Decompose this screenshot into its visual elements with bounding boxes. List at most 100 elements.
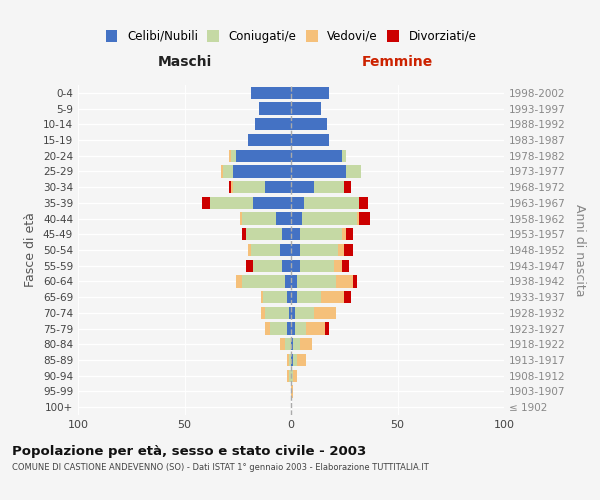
Bar [242, 276, 284, 287]
Bar [287, 354, 289, 366]
Bar [284, 338, 291, 350]
Bar [291, 134, 329, 146]
Bar [248, 244, 251, 256]
Bar [291, 118, 327, 130]
Bar [291, 228, 299, 240]
Bar [284, 276, 291, 287]
Bar [346, 228, 353, 240]
Bar [314, 306, 336, 319]
Bar [325, 322, 329, 334]
Bar [232, 150, 236, 162]
Y-axis label: Anni di nascita: Anni di nascita [574, 204, 586, 296]
Bar [242, 228, 246, 240]
Bar [291, 370, 293, 382]
Text: Popolazione per età, sesso e stato civile - 2003: Popolazione per età, sesso e stato civil… [12, 444, 366, 458]
Bar [359, 196, 368, 209]
Bar [265, 322, 270, 334]
Bar [295, 322, 306, 334]
Bar [299, 260, 334, 272]
Bar [298, 276, 336, 287]
Bar [251, 86, 291, 99]
Bar [202, 196, 210, 209]
Bar [248, 134, 291, 146]
Bar [283, 228, 291, 240]
Bar [298, 354, 306, 366]
Bar [291, 386, 293, 398]
Bar [291, 244, 299, 256]
Bar [242, 212, 276, 224]
Bar [338, 244, 344, 256]
Bar [295, 306, 314, 319]
Bar [291, 212, 302, 224]
Bar [314, 181, 344, 194]
Bar [233, 181, 265, 194]
Bar [240, 212, 242, 224]
Bar [289, 354, 291, 366]
Bar [221, 166, 223, 177]
Bar [276, 212, 291, 224]
Bar [280, 338, 284, 350]
Bar [291, 291, 298, 304]
Bar [259, 102, 291, 115]
Bar [253, 260, 283, 272]
Bar [299, 228, 342, 240]
Bar [342, 150, 346, 162]
Bar [223, 166, 233, 177]
Bar [344, 291, 350, 304]
Bar [353, 276, 357, 287]
Bar [287, 322, 291, 334]
Bar [265, 181, 291, 194]
Bar [344, 244, 353, 256]
Bar [299, 338, 312, 350]
Bar [336, 276, 353, 287]
Bar [291, 276, 298, 287]
Bar [289, 306, 291, 319]
Bar [210, 196, 253, 209]
Bar [251, 244, 280, 256]
Bar [291, 354, 293, 366]
Bar [287, 291, 291, 304]
Bar [291, 338, 293, 350]
Bar [291, 150, 342, 162]
Bar [289, 370, 291, 382]
Bar [291, 322, 295, 334]
Bar [298, 291, 321, 304]
Bar [291, 86, 329, 99]
Bar [293, 338, 299, 350]
Bar [293, 370, 298, 382]
Bar [263, 291, 287, 304]
Bar [233, 166, 291, 177]
Bar [255, 118, 291, 130]
Text: Maschi: Maschi [157, 55, 212, 69]
Bar [265, 306, 289, 319]
Bar [261, 306, 265, 319]
Bar [293, 354, 298, 366]
Legend: Celibi/Nubili, Coniugati/e, Vedovi/e, Divorziati/e: Celibi/Nubili, Coniugati/e, Vedovi/e, Di… [101, 25, 481, 48]
Bar [280, 244, 291, 256]
Bar [357, 212, 359, 224]
Bar [291, 260, 299, 272]
Bar [261, 291, 263, 304]
Bar [291, 166, 346, 177]
Bar [229, 181, 232, 194]
Bar [306, 322, 325, 334]
Bar [302, 212, 357, 224]
Text: COMUNE DI CASTIONE ANDEVENNO (SO) - Dati ISTAT 1° gennaio 2003 - Elaborazione TU: COMUNE DI CASTIONE ANDEVENNO (SO) - Dati… [12, 464, 429, 472]
Bar [359, 212, 370, 224]
Bar [246, 260, 253, 272]
Bar [232, 181, 233, 194]
Bar [236, 150, 291, 162]
Bar [253, 196, 291, 209]
Bar [342, 260, 349, 272]
Bar [291, 102, 321, 115]
Bar [287, 370, 289, 382]
Bar [246, 228, 283, 240]
Text: Femmine: Femmine [362, 55, 433, 69]
Bar [299, 244, 338, 256]
Bar [283, 260, 291, 272]
Bar [270, 322, 287, 334]
Bar [346, 166, 361, 177]
Bar [304, 196, 359, 209]
Bar [321, 291, 344, 304]
Bar [236, 276, 242, 287]
